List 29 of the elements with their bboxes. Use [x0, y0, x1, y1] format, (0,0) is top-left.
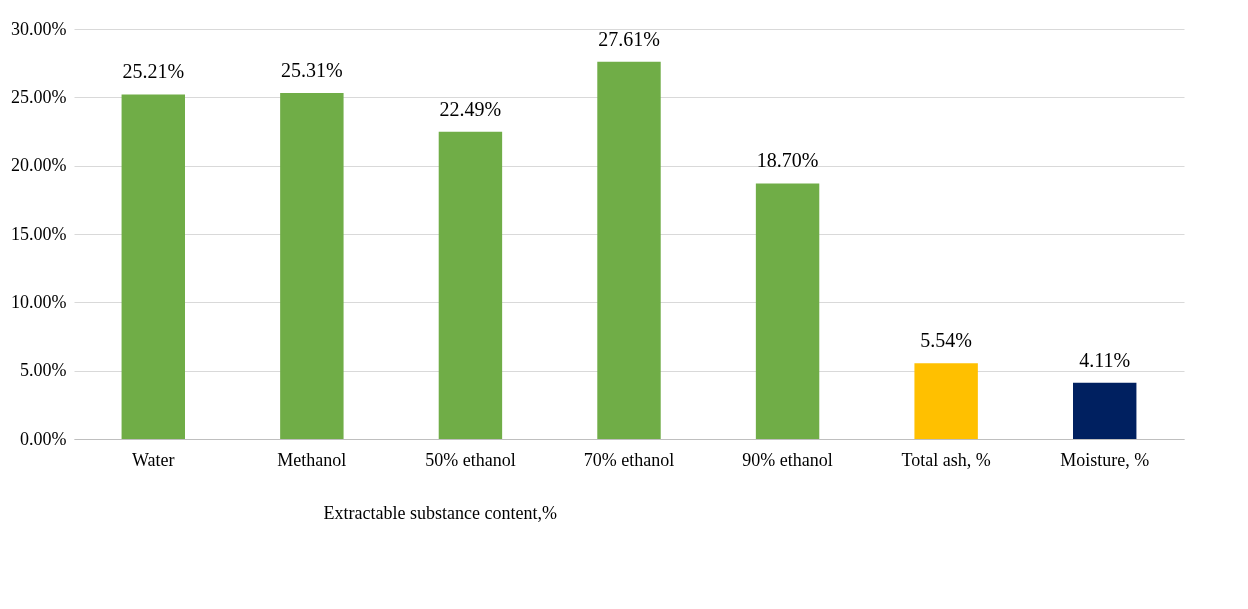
y-tick-label: 30.00% — [11, 18, 67, 39]
text: Extractable substance content,% — [323, 503, 558, 523]
data-label: 4.11% — [1079, 348, 1131, 371]
x-tick-label: 90% ethanol — [742, 449, 833, 470]
y-tick-label: 25.00% — [11, 86, 67, 107]
x-tick-label: 50% ethanol — [425, 449, 516, 470]
x-tick-label: Moisture, % — [1060, 449, 1150, 470]
bar — [914, 363, 978, 439]
data-label: 5.54% — [920, 329, 972, 352]
x-tick-label: Water — [132, 449, 175, 470]
data-label: 18.70% — [756, 149, 819, 172]
bar — [280, 93, 344, 439]
y-tick-label: 15.00% — [11, 223, 67, 244]
data-label: 25.21% — [122, 60, 185, 83]
bar — [597, 61, 661, 439]
data-label: 27.61% — [598, 27, 660, 50]
bar — [438, 131, 503, 439]
y-tick-label: 10.00% — [11, 291, 67, 312]
bar — [755, 183, 820, 439]
bar — [121, 94, 185, 439]
data-label: 25.31% — [281, 59, 343, 82]
y-tick-label: 20.00% — [11, 155, 67, 176]
x-tick-label: 70% ethanol — [583, 449, 675, 470]
x-tick-label: Total ash, % — [901, 449, 991, 470]
y-tick-label: 0.00% — [20, 428, 67, 449]
y-tick-label: 5.00% — [20, 360, 67, 381]
data-label: 22.49% — [439, 97, 502, 120]
bar — [1073, 382, 1137, 439]
x-tick-label: Methanol — [277, 449, 347, 470]
